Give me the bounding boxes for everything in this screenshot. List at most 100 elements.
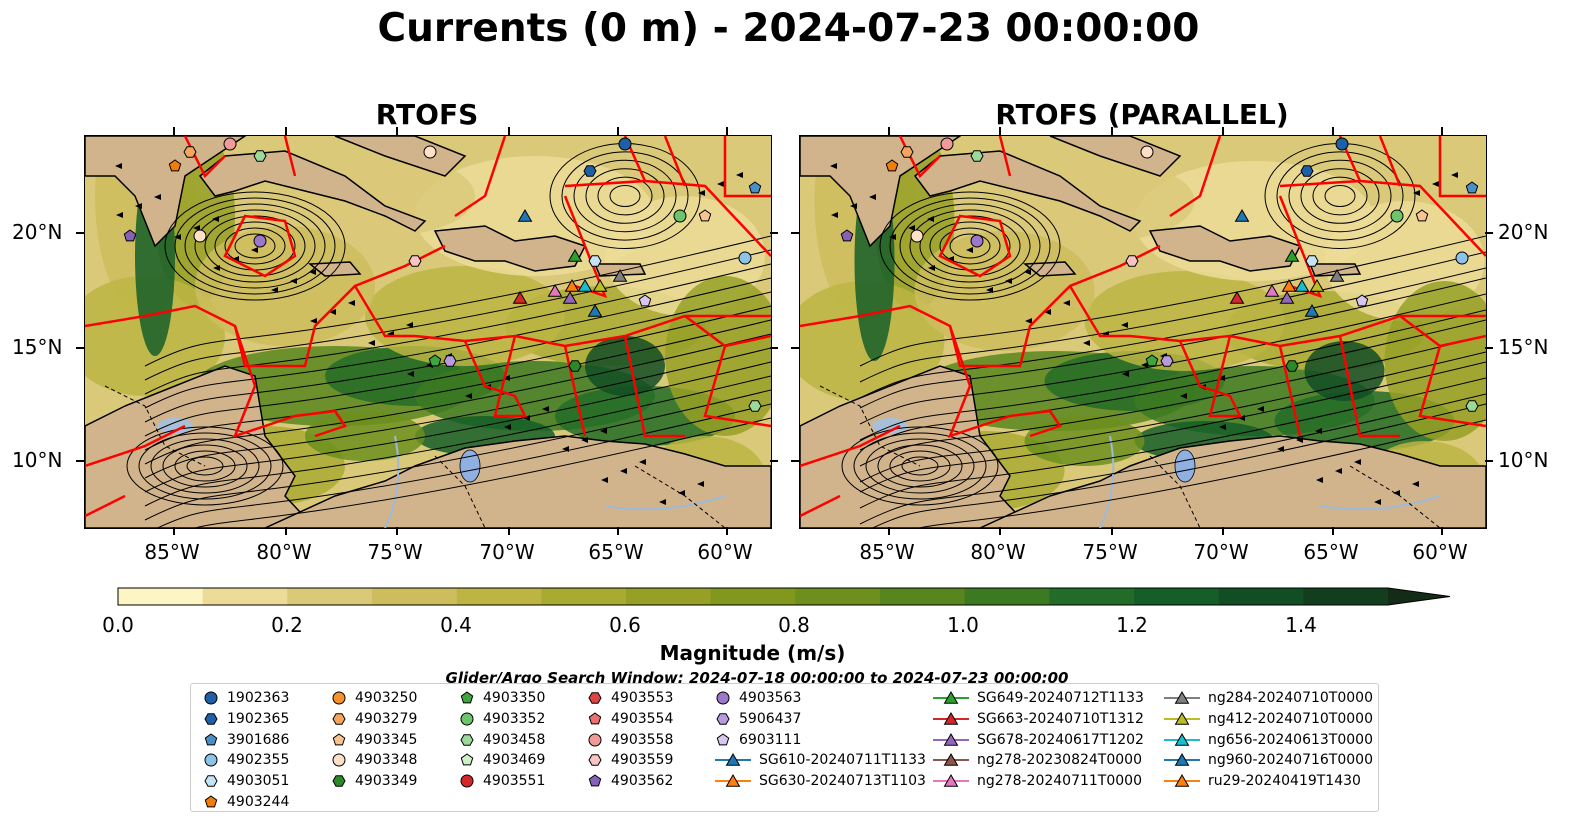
flow-arrow bbox=[927, 216, 934, 222]
boundary-line bbox=[563, 335, 685, 438]
streamline-eddy bbox=[909, 209, 1031, 283]
flow-arrow bbox=[406, 322, 413, 328]
legend-entry: 4903348 bbox=[329, 750, 417, 770]
float-marker bbox=[123, 229, 137, 242]
legend-label: 4903554 bbox=[611, 710, 674, 727]
streamline-eddy bbox=[853, 432, 987, 500]
colorbar-segment bbox=[456, 588, 542, 605]
legend-label: SG610-20240711T1133 bbox=[759, 752, 926, 769]
flow-arrow bbox=[986, 287, 993, 293]
flow-arrow bbox=[1024, 269, 1031, 275]
streamline-eddy bbox=[877, 444, 963, 488]
legend-label: 4903051 bbox=[227, 773, 290, 790]
lon-tick bbox=[888, 527, 890, 535]
float-marker bbox=[910, 229, 924, 243]
float-marker bbox=[592, 278, 608, 292]
circle-marker-icon bbox=[460, 774, 474, 788]
streamline-eddy bbox=[889, 450, 951, 482]
legend-entry: 5906437 bbox=[713, 709, 801, 729]
triangle-marker-icon bbox=[1164, 711, 1200, 725]
legend-marker bbox=[943, 732, 959, 746]
boundary-line bbox=[463, 335, 528, 418]
pentagon-marker-icon bbox=[588, 774, 602, 787]
flow-arrow bbox=[947, 256, 954, 262]
legend-label: 1902363 bbox=[227, 690, 290, 706]
float-marker bbox=[564, 278, 580, 292]
legend-marker bbox=[943, 711, 959, 725]
legend-marker bbox=[460, 753, 474, 766]
legend-entry: ng412-20240710T0000 bbox=[1162, 709, 1373, 729]
legend-marker bbox=[460, 733, 474, 746]
circle-marker-icon bbox=[332, 691, 346, 705]
streamline-eddy bbox=[174, 197, 336, 295]
flow-arrow bbox=[1315, 428, 1322, 434]
search-window-note: Glider/Argo Search Window: 2024-07-18 00… bbox=[445, 669, 1069, 687]
triangle-marker-icon bbox=[933, 691, 969, 704]
flow-arrow bbox=[1238, 415, 1245, 421]
circle-marker-icon bbox=[716, 691, 730, 705]
triangle-marker-icon bbox=[1164, 691, 1200, 704]
legend-label: ng960-20240716T0000 bbox=[1208, 752, 1373, 769]
lon-tick bbox=[1332, 527, 1334, 535]
lon-tick bbox=[285, 127, 287, 135]
streamline-eddy bbox=[1276, 151, 1404, 241]
float-marker bbox=[1465, 400, 1479, 412]
float-marker bbox=[428, 354, 442, 367]
flow-arrow bbox=[232, 256, 239, 262]
legend-entry: 4902355 bbox=[201, 750, 289, 770]
float-marker bbox=[1285, 360, 1299, 372]
pentagon-marker-icon bbox=[716, 732, 730, 745]
legend-entry: 4903250 bbox=[329, 688, 417, 708]
flow-arrow bbox=[831, 212, 838, 218]
flow-arrow bbox=[830, 163, 837, 169]
legend-marker bbox=[204, 795, 218, 808]
lake-nicaragua bbox=[157, 418, 193, 434]
pentagon-marker-icon bbox=[204, 795, 218, 808]
lat-tick bbox=[76, 232, 84, 234]
float-marker bbox=[1281, 278, 1297, 292]
lon-tick bbox=[999, 127, 1001, 135]
boundary-line bbox=[1178, 335, 1243, 418]
lon-label-75w-right: 75°W bbox=[1082, 540, 1138, 564]
float-marker bbox=[1140, 145, 1154, 159]
flow-arrow bbox=[212, 216, 219, 222]
legend-label: 1902365 bbox=[227, 710, 290, 727]
legend-label: ng278-20230824T0000 bbox=[977, 752, 1142, 769]
flow-arrow bbox=[116, 212, 123, 218]
streamlines bbox=[841, 143, 1486, 528]
lon-label-70w-left: 70°W bbox=[479, 540, 535, 564]
right-panel-title: RTOFS (PARALLEL) bbox=[995, 98, 1289, 131]
float-marker bbox=[568, 360, 582, 372]
streamline-eddy bbox=[899, 203, 1041, 289]
streamline-eddy bbox=[164, 191, 346, 301]
lon-label-65w-right: 65°W bbox=[1303, 540, 1359, 564]
boundary-line bbox=[947, 325, 1062, 439]
streamline-eddy bbox=[561, 151, 689, 241]
legend-label: 4903553 bbox=[611, 690, 674, 706]
hispaniola-land bbox=[1148, 225, 1302, 272]
flow-arrow bbox=[600, 428, 607, 434]
legend-entry: 6903111 bbox=[713, 730, 801, 750]
legend-label: 3901686 bbox=[227, 731, 290, 748]
lon-label-80w-left: 80°W bbox=[256, 540, 312, 564]
float-marker bbox=[698, 209, 712, 222]
colorbar-segment bbox=[880, 588, 966, 605]
colorbar-segment bbox=[372, 588, 458, 605]
legend-label: ng656-20240613T0000 bbox=[1208, 731, 1373, 748]
streamline-eddy bbox=[224, 227, 286, 265]
flow-arrow bbox=[503, 375, 510, 381]
lon-tick bbox=[508, 127, 510, 135]
legend-marker bbox=[1174, 753, 1190, 767]
lon-tick bbox=[1222, 127, 1224, 135]
float-marker bbox=[885, 159, 899, 172]
legend-marker bbox=[204, 691, 218, 705]
triangle-marker-icon bbox=[933, 753, 969, 767]
legend-label: 4903352 bbox=[483, 710, 546, 727]
legend-entry: 4903563 bbox=[713, 688, 801, 708]
triangle-marker-icon bbox=[933, 732, 969, 746]
streamline-eddy bbox=[889, 197, 1051, 295]
streamline bbox=[144, 249, 771, 381]
hexagon-marker-icon bbox=[588, 754, 602, 767]
flow-arrow bbox=[523, 415, 530, 421]
legend-label: ng284-20240710T0000 bbox=[1208, 690, 1373, 706]
